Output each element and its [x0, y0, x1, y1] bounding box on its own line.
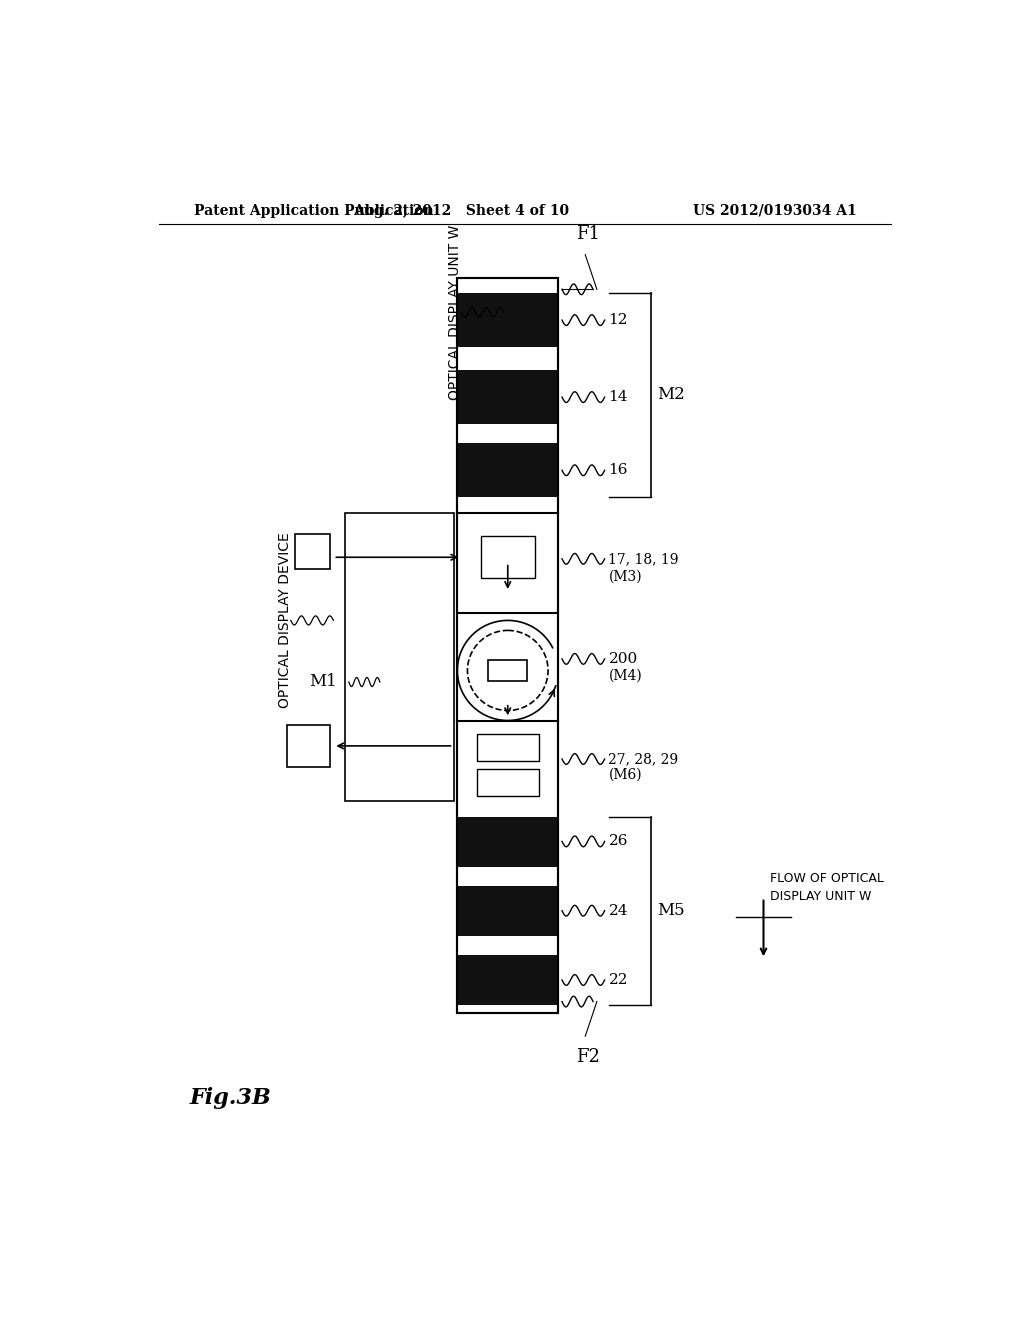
Text: 16: 16	[608, 463, 628, 478]
Bar	[458, 277, 558, 1014]
Text: 27, 28, 29: 27, 28, 29	[608, 752, 679, 766]
Bar	[458, 293, 558, 347]
Text: 12: 12	[608, 313, 628, 327]
Text: 14: 14	[608, 391, 628, 404]
Text: F2: F2	[575, 1048, 599, 1065]
Bar	[345, 512, 454, 801]
Text: Aug. 2, 2012   Sheet 4 of 10: Aug. 2, 2012 Sheet 4 of 10	[353, 203, 569, 218]
Bar	[287, 725, 330, 767]
Text: (M3): (M3)	[608, 569, 642, 583]
Text: OPTICAL DISPLAY DEVICE: OPTICAL DISPLAY DEVICE	[278, 532, 292, 709]
Bar	[458, 817, 558, 867]
Text: (M4): (M4)	[608, 669, 642, 682]
Bar	[458, 370, 558, 424]
Bar	[458, 444, 558, 498]
Text: M1: M1	[309, 673, 337, 690]
Bar	[295, 535, 330, 569]
Text: (M6): (M6)	[608, 767, 642, 781]
Text: 17, 18, 19: 17, 18, 19	[608, 552, 679, 566]
Bar	[458, 277, 558, 1014]
Bar	[458, 956, 558, 1006]
Text: M5: M5	[657, 902, 685, 919]
Text: 22: 22	[608, 973, 628, 987]
Text: FLOW OF OPTICAL: FLOW OF OPTICAL	[770, 871, 884, 884]
Text: F1: F1	[575, 226, 600, 243]
Text: OPTICAL DISPLAY UNIT W: OPTICAL DISPLAY UNIT W	[449, 224, 462, 400]
Bar	[477, 770, 539, 796]
Text: Patent Application Publication: Patent Application Publication	[194, 203, 433, 218]
Bar	[480, 536, 535, 578]
Text: US 2012/0193034 A1: US 2012/0193034 A1	[693, 203, 856, 218]
Text: Fig.3B: Fig.3B	[190, 1086, 271, 1109]
Bar	[488, 660, 527, 681]
Text: 24: 24	[608, 904, 628, 917]
Text: 200: 200	[608, 652, 638, 665]
Text: DISPLAY UNIT W: DISPLAY UNIT W	[770, 890, 871, 903]
Bar	[477, 734, 539, 762]
Text: M2: M2	[657, 387, 685, 404]
Bar	[458, 886, 558, 936]
Text: 26: 26	[608, 834, 628, 849]
